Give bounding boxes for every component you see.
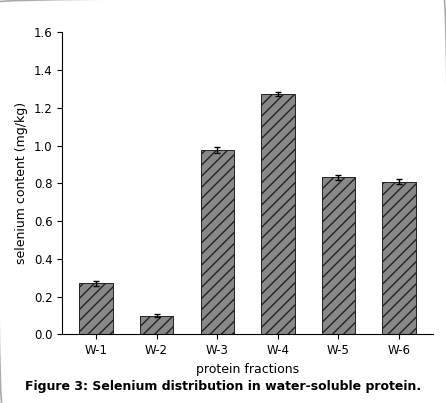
- Bar: [201, 150, 234, 334]
- Bar: [79, 283, 113, 334]
- Bar: [140, 316, 173, 334]
- Y-axis label: selenium content (mg/kg): selenium content (mg/kg): [16, 102, 29, 264]
- X-axis label: protein fractions: protein fractions: [196, 363, 299, 376]
- Text: Figure 3: Selenium distribution in water-soluble protein.: Figure 3: Selenium distribution in water…: [25, 380, 421, 393]
- Bar: [382, 182, 416, 334]
- Bar: [261, 93, 294, 334]
- Bar: [322, 177, 355, 334]
